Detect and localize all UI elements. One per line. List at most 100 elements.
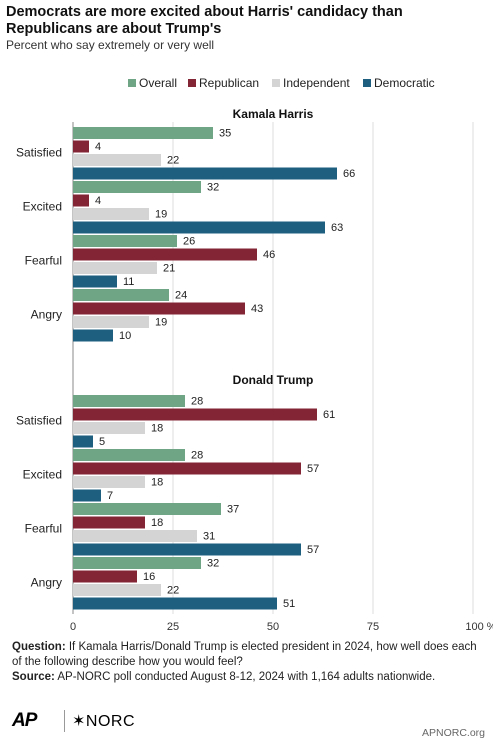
data-label: 37 <box>227 503 239 515</box>
legend-label-overall: Overall <box>139 76 178 90</box>
bar-democratic <box>73 329 113 342</box>
data-label: 16 <box>143 571 155 583</box>
data-label: 46 <box>263 249 275 261</box>
bar-democratic <box>73 597 277 610</box>
logo-divider <box>64 710 65 732</box>
legend-swatch-independent <box>272 79 280 87</box>
panel-title: Kamala Harris <box>233 107 314 121</box>
data-label: 19 <box>155 208 167 220</box>
legend: Overall Republican Independent Democrati… <box>0 76 493 92</box>
bar-independent <box>73 154 161 166</box>
footnote: Question: If Kamala Harris/Donald Trump … <box>12 640 487 685</box>
legend-label-democratic: Democratic <box>374 76 435 90</box>
category-label: Satisfied <box>16 146 62 160</box>
legend-swatch-democratic <box>363 79 371 87</box>
data-label: 21 <box>163 262 175 274</box>
data-label: 26 <box>183 235 195 247</box>
x-tick-label: 25 <box>167 621 179 633</box>
data-label: 61 <box>323 409 335 421</box>
x-tick-label: 50 <box>267 621 279 633</box>
data-label: 22 <box>167 154 179 166</box>
legend-label-independent: Independent <box>283 76 350 90</box>
legend-swatch-republican <box>188 79 196 87</box>
bar-republican <box>73 570 137 583</box>
category-label: Excited <box>23 468 62 482</box>
bar-overall <box>73 449 185 461</box>
norc-logo: ✶NORC <box>72 713 136 730</box>
chart-subtitle: Percent who say extremely or very well <box>6 38 215 52</box>
bar-independent <box>73 262 157 274</box>
data-label: 43 <box>251 303 263 315</box>
bar-independent <box>73 530 197 542</box>
question-text: If Kamala Harris/Donald Trump is elected… <box>12 641 477 668</box>
legend-item-overall: Overall <box>128 76 177 90</box>
bar-democratic <box>73 221 325 234</box>
legend-label-republican: Republican <box>199 76 260 90</box>
data-label: 18 <box>151 476 163 488</box>
bar-republican <box>73 194 89 207</box>
data-label: 4 <box>95 141 101 153</box>
bar-democratic <box>73 489 101 502</box>
bar-republican <box>73 140 89 153</box>
data-label: 31 <box>203 530 215 542</box>
legend-item-republican: Republican <box>188 76 259 90</box>
bar-overall <box>73 235 177 247</box>
bar-overall <box>73 181 201 193</box>
data-label: 18 <box>151 422 163 434</box>
data-label: 32 <box>207 181 219 193</box>
legend-item-independent: Independent <box>272 76 350 90</box>
bar-overall <box>73 289 169 301</box>
source-text: AP-NORC poll conducted August 8-12, 2024… <box>54 671 436 683</box>
data-label: 57 <box>307 544 319 556</box>
bar-overall <box>73 503 221 515</box>
bar-democratic <box>73 167 337 180</box>
x-tick-label: 0 <box>70 621 76 633</box>
panel-title: Donald Trump <box>233 373 314 387</box>
bar-independent <box>73 584 161 596</box>
data-label: 7 <box>107 490 113 502</box>
bar-independent <box>73 422 145 434</box>
category-label: Fearful <box>25 254 62 268</box>
x-tick-label: 100 % <box>465 621 493 633</box>
data-label: 35 <box>219 127 231 139</box>
data-label: 19 <box>155 316 167 328</box>
category-label: Angry <box>31 308 62 322</box>
data-label: 11 <box>123 276 134 288</box>
bar-overall <box>73 127 213 139</box>
bar-republican <box>73 516 145 529</box>
legend-swatch-overall <box>128 79 136 87</box>
legend-item-democratic: Democratic <box>363 76 435 90</box>
bar-overall <box>73 557 201 569</box>
category-label: Fearful <box>25 522 62 536</box>
data-label: 24 <box>175 289 187 301</box>
bar-democratic <box>73 543 301 556</box>
x-tick-label: 75 <box>367 621 379 633</box>
question-label: Question: <box>12 641 66 653</box>
category-label: Excited <box>23 200 62 214</box>
data-label: 10 <box>119 330 131 342</box>
data-label: 57 <box>307 463 319 475</box>
data-label: 51 <box>283 598 295 610</box>
ap-logo: AP <box>12 710 37 731</box>
data-label: 66 <box>343 168 355 180</box>
site-url: APNORC.org <box>421 727 485 739</box>
data-label: 5 <box>99 436 105 448</box>
data-label: 28 <box>191 395 203 407</box>
source-label: Source: <box>12 671 55 683</box>
category-label: Angry <box>31 576 62 590</box>
bar-independent <box>73 476 145 488</box>
data-label: 32 <box>207 557 219 569</box>
chart-title: Democrats are more excited about Harris'… <box>6 4 403 37</box>
bar-democratic <box>73 275 117 288</box>
data-label: 22 <box>167 584 179 596</box>
bar-republican <box>73 408 317 421</box>
data-label: 28 <box>191 449 203 461</box>
data-label: 4 <box>95 195 101 207</box>
bar-overall <box>73 395 185 407</box>
category-label: Satisfied <box>16 414 62 428</box>
bar-independent <box>73 208 149 220</box>
bar-republican <box>73 462 301 475</box>
bar-independent <box>73 316 149 328</box>
data-label: 63 <box>331 222 343 234</box>
